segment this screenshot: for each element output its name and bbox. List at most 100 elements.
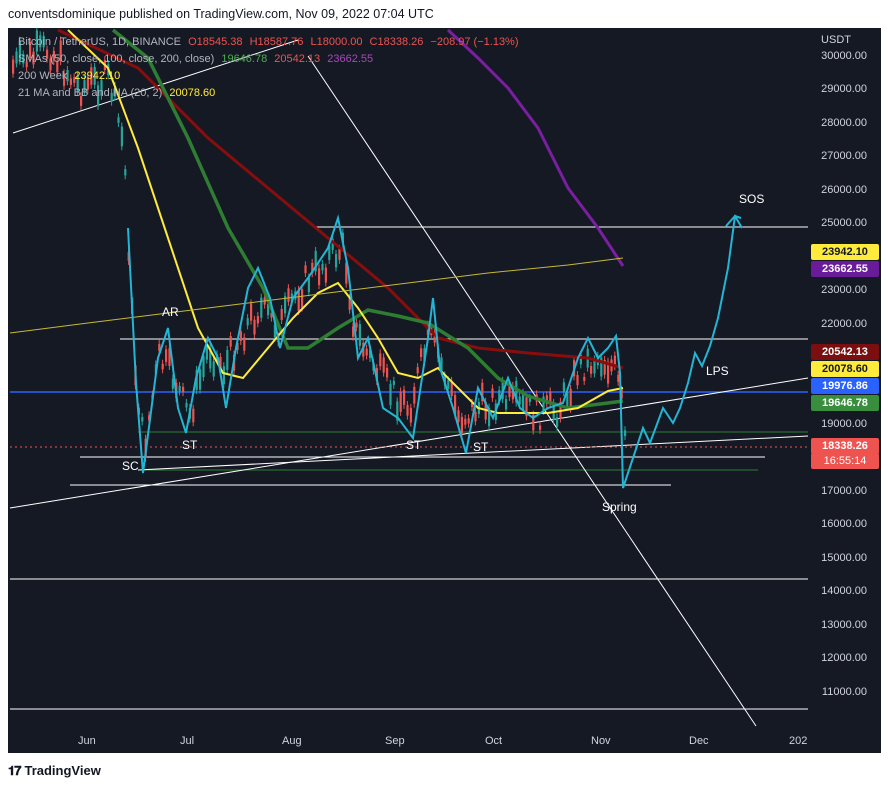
spring-label[interactable]: Spring (602, 500, 637, 514)
candle-body (171, 378, 174, 389)
candle-body (209, 347, 212, 369)
chart-canvas[interactable] (8, 28, 881, 753)
descending-trendline[interactable] (307, 55, 757, 727)
candle-body (433, 332, 436, 343)
candle-body (331, 238, 334, 250)
candle-body (365, 348, 368, 356)
candle-body (508, 384, 511, 397)
legend-symbol-row[interactable]: Bitcoin / TetherUS, 1D, BINANCE O18545.3… (18, 36, 519, 48)
candle-body (256, 316, 259, 324)
candle-body (528, 397, 531, 402)
candle-body (195, 369, 198, 391)
candle-body (569, 388, 572, 409)
support-trendline[interactable] (137, 435, 809, 471)
candle-body (396, 401, 399, 421)
lower-trendline[interactable] (9, 377, 809, 509)
candle-body (525, 397, 528, 417)
candle-body (562, 382, 565, 393)
candle-body (25, 61, 28, 68)
candle-body (566, 392, 569, 407)
candle-body (73, 77, 76, 83)
candle-body (212, 361, 215, 377)
week200-line (9, 257, 624, 334)
candle-body (59, 40, 62, 62)
candle-body (542, 396, 545, 411)
date-tick: 202 (789, 735, 808, 747)
ma21-label[interactable]: 21 MA and BB and HA (20, 2) (18, 87, 163, 99)
candle-body (454, 395, 457, 415)
date-tick: Sep (385, 735, 405, 747)
candle-body (403, 389, 406, 405)
candle-body (467, 418, 470, 424)
candle-body (110, 92, 113, 102)
candle-body (464, 418, 467, 425)
candle-body (382, 357, 385, 373)
price-tick: 16000.00 (821, 518, 867, 531)
candle-body (440, 357, 443, 371)
candle-body (603, 359, 606, 375)
smas-label[interactable]: SMAs (50, close, 100, close, 200, close) (18, 53, 215, 65)
candle-body (246, 318, 249, 326)
ar-label[interactable]: AR (162, 305, 179, 319)
candle-body (549, 391, 552, 405)
sc-label[interactable]: SC (122, 459, 139, 473)
price-tick: 15000.00 (821, 551, 867, 564)
candle-body (416, 367, 419, 374)
symbol-label[interactable]: Bitcoin / TetherUS, 1D, BINANCE (18, 36, 182, 48)
candle-body (481, 382, 484, 401)
candle-body (66, 70, 69, 82)
candle-body (392, 380, 395, 385)
candle-body (273, 324, 276, 338)
candle-body (124, 169, 127, 176)
candle-body (460, 416, 463, 434)
footer-bar: 𝟏𝟕 TradingView (0, 753, 888, 789)
brand-label: TradingView (24, 763, 101, 778)
candle-body (518, 396, 521, 405)
candle-body (253, 319, 256, 335)
chart-pane[interactable]: Bitcoin / TetherUS, 1D, BINANCE O18545.3… (8, 28, 881, 753)
candle-body (83, 80, 86, 93)
candle-body (413, 386, 416, 404)
candle-body (93, 67, 96, 85)
candle-body (613, 355, 616, 367)
candle-body (165, 349, 168, 362)
sma100-value: 20542.13 (274, 53, 321, 65)
candle-body (314, 250, 317, 272)
sma200-line (446, 28, 625, 267)
tradingview-logo-icon: 𝟏𝟕 (8, 763, 22, 778)
candle-body (42, 35, 45, 48)
candle-body (386, 367, 389, 378)
legend-ma21-row[interactable]: 21 MA and BB and HA (20, 2) 20078.60 (18, 87, 215, 99)
high-value: H18587.76 (249, 36, 304, 48)
wyckoff-path[interactable] (127, 214, 742, 489)
sos-label[interactable]: SOS (739, 192, 765, 206)
price-tick: 26000.00 (821, 183, 867, 196)
lps-label[interactable]: LPS (706, 364, 729, 378)
candle-body (39, 35, 42, 48)
candle-body (335, 253, 338, 268)
price-tick: 27000.00 (821, 150, 867, 163)
candle-body (229, 336, 232, 347)
candle-body (202, 355, 205, 378)
candle-body (114, 85, 117, 97)
candle-body (117, 117, 120, 123)
week200-label[interactable]: 200 Week (18, 70, 68, 82)
week200-price-tag: 23942.10 (811, 244, 879, 260)
st-label-1[interactable]: ST (182, 438, 198, 452)
candle-body (362, 342, 365, 357)
legend-smas-row[interactable]: SMAs (50, close, 100, close, 200, close)… (18, 53, 373, 65)
price-tick: 25000.00 (821, 217, 867, 230)
candle-body (617, 374, 620, 382)
tradingview-logo[interactable]: 𝟏𝟕 TradingView (8, 763, 101, 779)
candle-body (355, 322, 358, 328)
legend-week200-row[interactable]: 200 Week 23942.10 (18, 70, 120, 82)
candle-body (583, 376, 586, 381)
st-label-2[interactable]: ST (406, 438, 422, 452)
candle-body (593, 359, 596, 374)
candle-body (457, 410, 460, 422)
st-label-3[interactable]: ST (473, 440, 489, 454)
candle-body (328, 245, 331, 260)
candle-body (301, 289, 304, 308)
candle-body (488, 407, 491, 427)
candle-body (18, 40, 21, 61)
